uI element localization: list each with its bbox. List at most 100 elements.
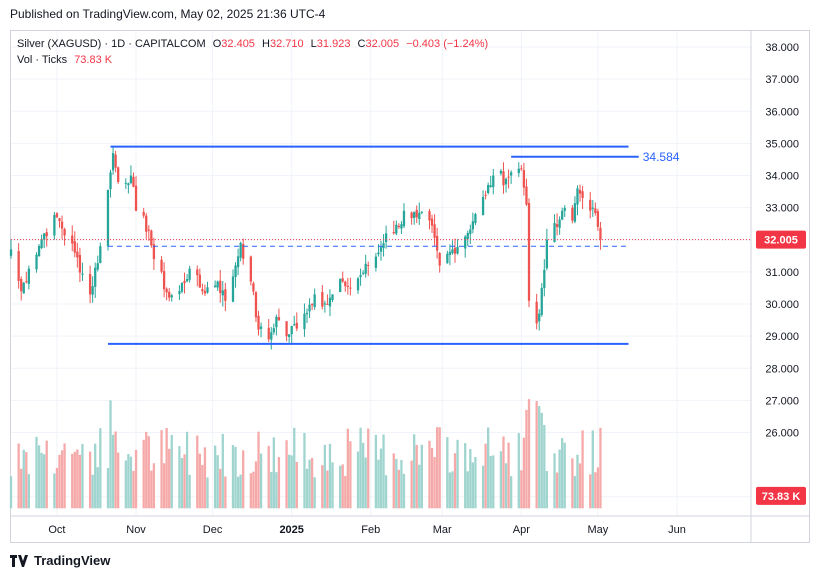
candle-body (451, 249, 454, 254)
candle-body (213, 285, 217, 288)
candle-body (543, 269, 546, 289)
volume-bar (180, 458, 184, 509)
volume-bar (63, 443, 66, 509)
volume-bar (257, 431, 260, 509)
volume-bar (469, 448, 472, 509)
candle-body (344, 281, 347, 287)
candle-body (435, 235, 439, 251)
candle-body (359, 275, 362, 278)
volume-bar (20, 468, 23, 509)
candle-body (578, 189, 582, 194)
volume-bar (392, 453, 395, 509)
candle-body (60, 221, 64, 229)
candle-body (99, 246, 102, 264)
candle-body (81, 273, 84, 275)
volume-bar (428, 440, 431, 509)
volume-bar (522, 437, 526, 509)
candle-body (91, 286, 94, 295)
candle-body (277, 317, 281, 321)
time-tick-label: Mar (433, 524, 452, 536)
candle-body (326, 303, 329, 305)
candle-body (367, 264, 370, 266)
volume-bar (395, 458, 398, 509)
volume-bar (27, 474, 31, 509)
volume-bar (183, 454, 186, 509)
price-tick-label: 27.000 (765, 395, 799, 407)
chart-frame[interactable] (10, 30, 810, 543)
candle-body (162, 271, 166, 290)
candle-body (402, 210, 406, 227)
volume-bar (134, 449, 138, 509)
volume-bar (596, 467, 600, 509)
time-tick-label: 2025 (279, 524, 303, 536)
candle-body (9, 249, 13, 256)
volume-bar (576, 454, 579, 509)
volume-bar (142, 439, 145, 509)
candle-body (308, 304, 311, 312)
candle-body (525, 186, 528, 205)
candle-body (492, 175, 495, 188)
price-tags: 32.005 73.83 K (756, 230, 806, 505)
volume-bar (206, 477, 209, 509)
volume-bar (99, 428, 102, 509)
candle-body (37, 245, 41, 257)
volume-bar (198, 453, 201, 509)
candle-body (242, 244, 245, 259)
candle-body (40, 239, 43, 248)
volume-bar (502, 436, 505, 509)
volume-bar (356, 451, 360, 509)
last-price-tag-bg (756, 230, 806, 249)
candle-body (504, 178, 508, 185)
volume-bar (413, 434, 416, 509)
candle-body (591, 207, 594, 209)
volume-bar (25, 452, 28, 509)
volume-bar (589, 474, 592, 509)
time-tick-label: Feb (361, 524, 380, 536)
candle-body (285, 321, 288, 337)
time-tick-label: May (588, 524, 609, 536)
price-tick-label: 37.000 (765, 74, 799, 86)
candle-body (395, 224, 398, 234)
candle-body (328, 297, 332, 307)
volume-bar (474, 457, 477, 509)
footer-brand[interactable]: TradingView (10, 553, 110, 568)
volume-bar (489, 455, 492, 509)
volume-bar (270, 471, 273, 509)
volume-bar (359, 427, 362, 509)
volume-bar (310, 457, 314, 509)
volume-bar (520, 470, 523, 509)
volume-bar (438, 427, 441, 509)
volume-bar (451, 471, 454, 509)
volume-bar (504, 463, 508, 509)
volume-bar (543, 424, 546, 509)
candle-body (124, 182, 127, 184)
candle-body (400, 224, 403, 229)
candle-body (456, 246, 459, 254)
candle-body (78, 254, 82, 273)
volume-bar (384, 475, 388, 509)
volume-bar (249, 473, 253, 509)
volume-bar (35, 436, 38, 509)
volume-bar (127, 454, 130, 509)
volume-bar (430, 447, 434, 509)
candle-body (145, 215, 148, 232)
candle-body (185, 279, 189, 282)
candle-body (321, 292, 324, 307)
candle-body (236, 256, 240, 268)
level-lines: 34.584 (11, 145, 751, 345)
candle-body (563, 207, 566, 211)
volume-bar (594, 472, 597, 509)
volume-bar (591, 430, 594, 509)
candle-body (341, 278, 344, 282)
volume-bar (377, 459, 380, 509)
candle-body (53, 215, 56, 236)
volume-bar (433, 457, 436, 509)
candle-body (377, 252, 380, 255)
candle-body (117, 167, 120, 182)
candle-body (464, 236, 467, 249)
candle-body (188, 268, 191, 280)
candle-body (594, 208, 597, 214)
candle-body (484, 194, 487, 196)
volume-bar (37, 445, 41, 509)
